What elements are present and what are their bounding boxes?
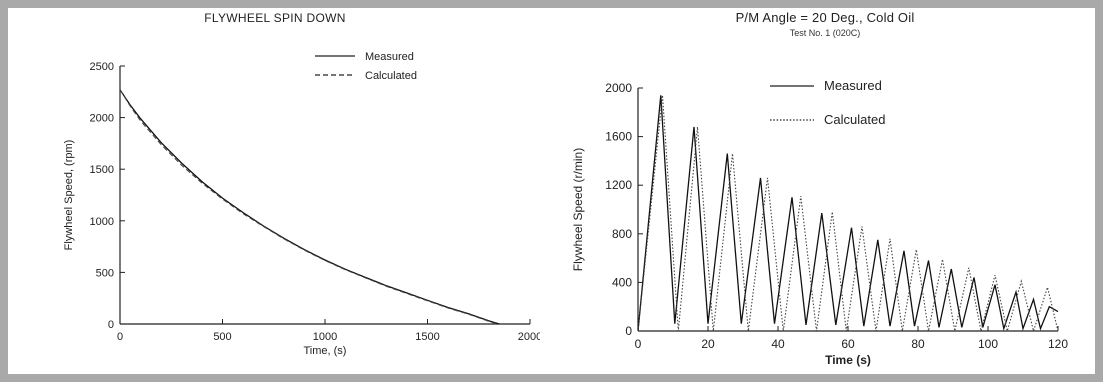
x-tick-label: 0: [117, 331, 123, 343]
y-tick-label: 2000: [90, 113, 114, 125]
flywheel-spin-down-chart: 0 500 1000 1500 2000 0 500 1000 1500 2000 2500 Time…: [63, 51, 542, 357]
y-tick-label: 0: [625, 324, 632, 338]
y-tick-label: 0: [108, 319, 114, 331]
x-tick-label: 1500: [415, 331, 439, 343]
y-tick-label: 1500: [90, 164, 114, 176]
legend-label-calculated: Calculated: [824, 112, 885, 127]
right-chart-title: P/M Angle = 20 Deg., Cold Oil: [735, 10, 915, 25]
series-line-calculated: [637, 95, 1059, 334]
series-line-measured: [637, 95, 1059, 332]
x-axis-label: Time (s): [825, 353, 871, 367]
x-tick-label: 1000: [313, 331, 337, 343]
right-chart-subtitle: Test No. 1 (020C): [789, 28, 861, 38]
series-line-measured: [119, 89, 500, 325]
y-tick-label: 800: [612, 227, 632, 241]
x-tick-label: 120: [1048, 337, 1068, 351]
series-line-calculated: [119, 89, 498, 325]
y-tick-label: 400: [612, 275, 632, 289]
x-tick-label: 500: [213, 331, 231, 343]
left-chart-title: FLYWHEEL SPIN DOWN: [204, 11, 346, 25]
left-chart-panel: 0 500 1000 1500 2000 0 500 1000 1500 2000 2500 Time…: [10, 30, 542, 370]
x-tick-label: 20: [701, 337, 715, 351]
x-axis-label: Time, (s): [304, 345, 347, 357]
x-tick-label: 60: [841, 337, 855, 351]
x-tick-label: 100: [978, 337, 998, 351]
x-tick-label: 0: [635, 337, 642, 351]
y-axis-label: Flywheel Speed (r/min): [571, 148, 585, 271]
x-tick-label: 80: [911, 337, 925, 351]
y-axis-label: Flywheel Speed, (rpm): [63, 140, 75, 251]
x-tick-label: 40: [771, 337, 785, 351]
y-tick-label: 1600: [605, 130, 632, 144]
y-tick-label: 2000: [605, 81, 632, 95]
y-tick-label: 1200: [605, 178, 632, 192]
y-tick-label: 1000: [90, 216, 114, 228]
right-chart-panel: 0 20 40 60 80 100 120 0 400 800 1200 1600 2000 Time (…: [560, 58, 1090, 376]
legend-label-calculated: Calculated: [365, 70, 417, 82]
legend-label-measured: Measured: [824, 78, 882, 93]
x-tick-label: 2000: [518, 331, 540, 343]
y-tick-label: 2500: [90, 61, 114, 73]
y-tick-label: 500: [96, 267, 114, 279]
legend-label-measured: Measured: [365, 51, 414, 63]
